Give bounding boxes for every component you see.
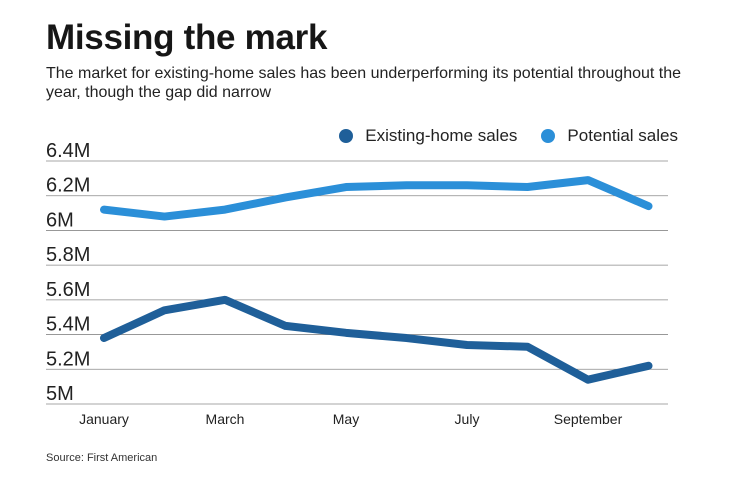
legend-label-potential: Potential sales — [567, 126, 678, 145]
x-tick-label: January — [79, 411, 129, 427]
legend-swatch-existing — [339, 129, 354, 143]
series-lines — [100, 176, 653, 384]
gridlines — [46, 160, 668, 405]
legend-item-potential: Potential sales — [541, 126, 678, 146]
legend-swatch-potential — [541, 129, 556, 143]
source-note: Source: First American — [46, 452, 158, 464]
y-tick-label: 5.6M — [46, 279, 90, 301]
chart-subtitle: The market for existing-home sales has b… — [46, 65, 682, 101]
y-tick-label: 5.4M — [46, 314, 90, 336]
y-axis-tick-labels: 5M 5.2M 5.4M 5.6M 5.8M 6M 6.2M 6.4M — [46, 140, 90, 405]
x-tick-label: March — [206, 411, 245, 427]
x-tick-label: May — [333, 411, 359, 427]
x-tick-label: July — [455, 411, 480, 427]
y-tick-label: 6.4M — [46, 140, 90, 162]
legend-item-existing: Existing-home sales — [339, 126, 517, 146]
y-tick-label: 5M — [46, 383, 74, 405]
y-tick-label: 5.8M — [46, 244, 90, 266]
legend-label-existing: Existing-home sales — [365, 126, 518, 145]
series-line-existing-home-sales — [100, 295, 653, 384]
y-tick-label: 6M — [46, 209, 74, 231]
chart-title: Missing the mark — [46, 18, 328, 57]
y-tick-label: 5.2M — [46, 348, 90, 370]
x-tick-label: September — [554, 411, 623, 427]
series-line-potential-sales — [100, 176, 653, 221]
y-tick-label: 6.2M — [46, 175, 90, 197]
x-axis-tick-labels: January March May July September — [79, 411, 622, 427]
legend: Existing-home sales Potential sales — [315, 126, 678, 146]
